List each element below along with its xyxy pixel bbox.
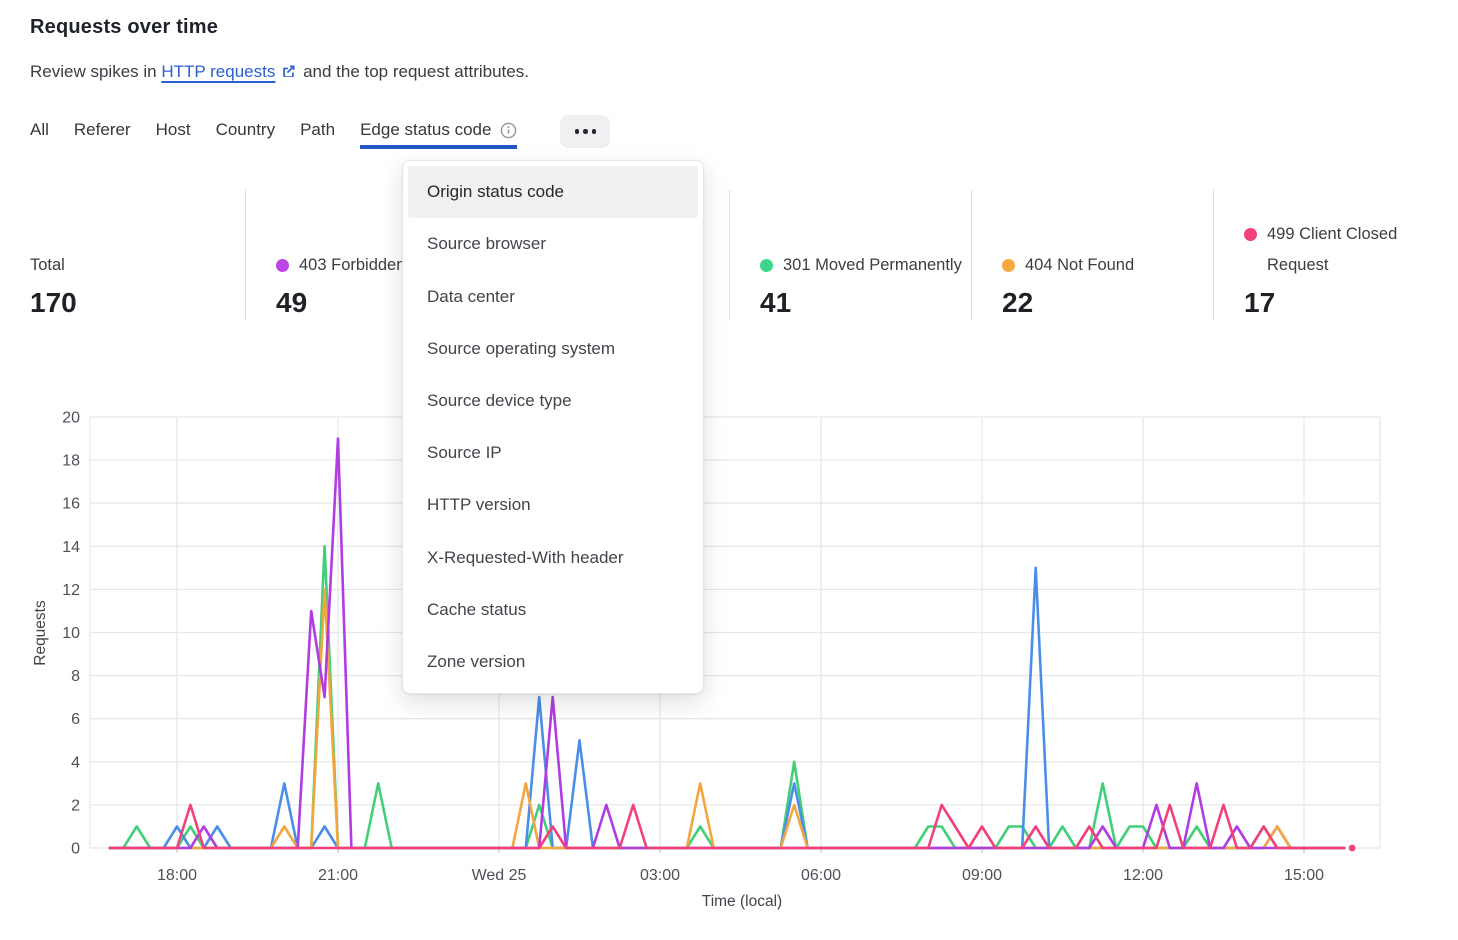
y-tick-label: 0 — [71, 841, 80, 858]
tab-referer[interactable]: Referer — [74, 120, 131, 149]
menu-item-source-device-type[interactable]: Source device type — [427, 390, 572, 410]
stat-value: 49 — [276, 287, 308, 318]
y-tick-label: 16 — [62, 496, 80, 513]
attribute-dropdown-menu: Origin status code Source browser Data cen… — [402, 160, 704, 694]
tab-label: Host — [155, 120, 191, 139]
menu-item-http-version[interactable]: HTTP version — [427, 495, 531, 515]
y-tick-label: 10 — [62, 625, 80, 642]
tabs-row: All Referer Host Country Path Edge status cod… — [30, 115, 611, 149]
page-title: Requests over time — [30, 16, 219, 38]
x-tick-label: 09:00 — [962, 867, 1002, 884]
external-link-icon — [281, 64, 296, 84]
legend-dot — [276, 259, 289, 272]
tab-all[interactable]: All — [30, 120, 49, 149]
subtitle-suffix: and the top request attributes. — [298, 62, 529, 81]
stat-label: 403 Forbidden — [276, 250, 487, 281]
stat-label: 404 Not Found — [1002, 250, 1213, 281]
menu-item-origin-status-code[interactable]: Origin status code — [408, 166, 698, 219]
menu-item-source-browser[interactable]: Source browser — [427, 234, 547, 254]
menu-item-data-center[interactable]: Data center — [427, 286, 515, 306]
tab-edge-status-code[interactable]: Edge status code — [360, 120, 518, 149]
stat-value: 17 — [1244, 287, 1276, 318]
tab-label: Referer — [73, 120, 131, 139]
subtitle-prefix: Review spikes in — [30, 62, 162, 81]
series-end-dot — [1348, 844, 1356, 852]
x-tick-label: 03:00 — [640, 867, 680, 884]
stat-total: Total 170 — [30, 190, 245, 320]
stats-row: Total 170 403 Forbidden 49 301 Moved Permane… — [30, 190, 1455, 320]
menu-item-source-ip[interactable]: Source IP — [427, 443, 502, 463]
tab-label: Country — [215, 120, 276, 139]
stat-value: 170 — [30, 287, 77, 318]
ellipsis-icon — [574, 129, 580, 134]
info-icon[interactable] — [500, 122, 517, 139]
more-tabs-button[interactable] — [560, 115, 611, 148]
y-axis-title: Requests — [32, 600, 49, 666]
y-tick-label: 14 — [62, 539, 80, 556]
menu-item-x-requested-with-header[interactable]: X-Requested-With header — [427, 547, 624, 567]
x-tick-label: 12:00 — [1123, 867, 1163, 884]
stat-value: 22 — [1002, 287, 1034, 318]
y-tick-label: 4 — [71, 754, 80, 771]
stat-404-not-found: 404 Not Found 22 — [971, 190, 1213, 320]
stat-value: 41 — [760, 287, 792, 318]
tab-label: Edge status code — [360, 120, 492, 139]
series-line-legend-hidden-by-menu — [108, 566, 1346, 850]
tab-path[interactable]: Path — [300, 120, 335, 149]
y-tick-label: 18 — [62, 453, 80, 470]
tab-label: All — [30, 120, 49, 139]
y-tick-label: 2 — [71, 797, 80, 814]
series-line-301-moved-permanently — [108, 544, 1346, 850]
x-tick-label: 18:00 — [157, 867, 197, 884]
series-line-403-forbidden — [108, 437, 1346, 850]
x-tick-label: 15:00 — [1284, 867, 1324, 884]
x-tick-label: Wed 25 — [472, 867, 527, 884]
menu-item-source-operating-system[interactable]: Source operating system — [427, 338, 616, 358]
tab-label: Path — [300, 120, 336, 139]
x-tick-label: 21:00 — [318, 867, 358, 884]
legend-dot — [1244, 228, 1257, 241]
x-axis-title: Time (local) — [702, 893, 782, 910]
series-line-499-client-closed-request — [108, 803, 1346, 850]
stat-label: 499 Client Closed Request — [1244, 219, 1455, 281]
menu-item-zone-version[interactable]: Zone version — [427, 651, 526, 671]
requests-line-chart: 0 2 4 6 8 10 12 14 16 18 20 18:00 21:00 Wed 25 03:00 06… — [32, 410, 1381, 910]
stat-403-forbidden: 403 Forbidden 49 — [245, 190, 487, 320]
stat-label: Total — [30, 256, 65, 274]
y-tick-label: 12 — [62, 582, 80, 599]
y-tick-label: 8 — [71, 668, 80, 685]
stat-label: 301 Moved Permanently — [760, 250, 971, 281]
page-subtitle: Review spikes in HTTP requests and the t… — [30, 62, 529, 84]
y-tick-label: 6 — [71, 711, 80, 728]
legend-dot — [1002, 259, 1015, 272]
menu-item-cache-status[interactable]: Cache status — [427, 599, 527, 619]
tab-country[interactable]: Country — [216, 120, 276, 149]
x-tick-label: 06:00 — [801, 867, 841, 884]
tab-host[interactable]: Host — [156, 120, 191, 149]
stat-301-moved-permanently: 301 Moved Permanently 41 — [729, 190, 971, 320]
stat-499-client-closed-request: 499 Client Closed Request 17 — [1213, 190, 1455, 320]
y-tick-label: 20 — [62, 410, 80, 427]
http-requests-link[interactable]: HTTP requests — [161, 62, 276, 81]
legend-dot — [760, 259, 773, 272]
